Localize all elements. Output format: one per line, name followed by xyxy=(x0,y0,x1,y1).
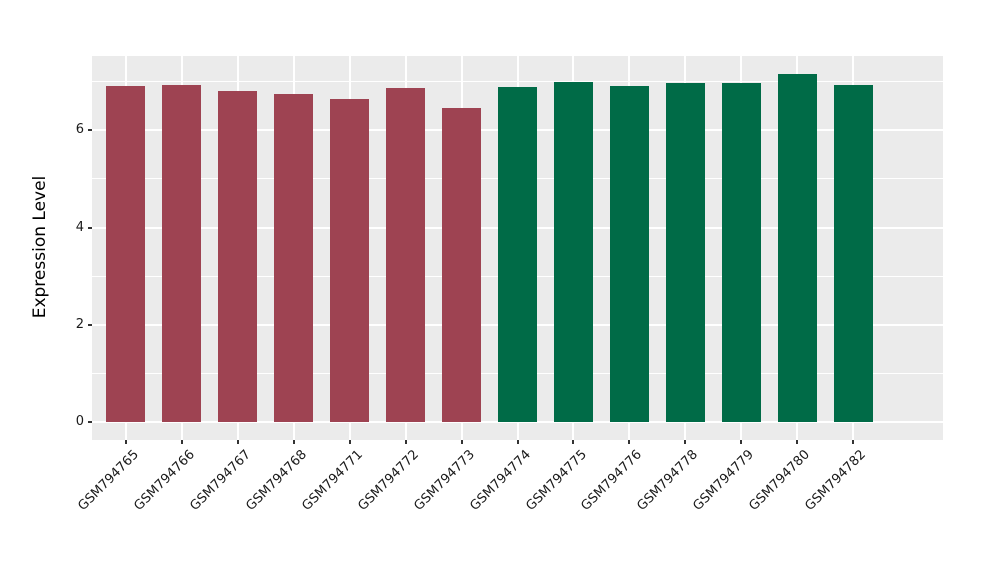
bar-GSM794767 xyxy=(218,91,257,423)
x-tick-mark-GSM794772 xyxy=(404,440,407,444)
bar-GSM794771 xyxy=(330,98,369,423)
x-tick-label-GSM794772: GSM794772 xyxy=(354,447,422,514)
x-tick-label-GSM794774: GSM794774 xyxy=(466,447,534,514)
y-tick-mark-6 xyxy=(88,129,92,132)
x-tick-mark-GSM794771 xyxy=(348,440,351,444)
x-tick-label-GSM794765: GSM794765 xyxy=(74,447,142,514)
y-tick-mark-4 xyxy=(88,226,92,229)
bar-GSM794774 xyxy=(498,87,537,423)
y-tick-label-2: 2 xyxy=(75,316,84,332)
y-tick-mark-0 xyxy=(88,421,92,424)
x-tick-label-GSM794780: GSM794780 xyxy=(746,447,814,514)
bar-GSM794778 xyxy=(666,82,705,423)
bar-GSM794772 xyxy=(386,87,425,423)
bar-GSM794765 xyxy=(106,86,145,423)
bar-GSM794768 xyxy=(274,93,313,423)
y-tick-label-0: 0 xyxy=(75,414,84,430)
x-tick-label-GSM794767: GSM794767 xyxy=(186,447,254,514)
x-tick-label-GSM794775: GSM794775 xyxy=(522,447,590,514)
x-tick-mark-GSM794779 xyxy=(740,440,743,444)
x-tick-mark-GSM794782 xyxy=(852,440,855,444)
x-tick-mark-GSM794775 xyxy=(572,440,575,444)
x-tick-label-GSM794779: GSM794779 xyxy=(690,447,758,514)
x-tick-label-GSM794768: GSM794768 xyxy=(242,447,310,514)
x-tick-mark-GSM794774 xyxy=(516,440,519,444)
x-tick-mark-GSM794773 xyxy=(460,440,463,444)
bar-GSM794780 xyxy=(778,73,817,423)
y-tick-mark-2 xyxy=(88,323,92,326)
x-tick-mark-GSM794778 xyxy=(684,440,687,444)
x-tick-mark-GSM794776 xyxy=(628,440,631,444)
x-tick-label-GSM794776: GSM794776 xyxy=(578,447,646,514)
x-tick-label-GSM794766: GSM794766 xyxy=(130,447,198,514)
x-tick-label-GSM794778: GSM794778 xyxy=(634,447,702,514)
bar-GSM794776 xyxy=(610,85,649,423)
bar-GSM794775 xyxy=(554,81,593,423)
bar-GSM794782 xyxy=(834,84,873,423)
y-tick-label-4: 4 xyxy=(75,219,84,235)
y-axis-title: Expression Level xyxy=(30,175,50,319)
x-tick-label-GSM794773: GSM794773 xyxy=(410,447,478,514)
x-tick-label-GSM794771: GSM794771 xyxy=(298,447,366,514)
x-tick-label-GSM794782: GSM794782 xyxy=(802,447,870,514)
y-tick-label-6: 6 xyxy=(75,122,84,138)
bar-GSM794766 xyxy=(162,85,201,423)
bar-GSM794779 xyxy=(722,82,761,423)
bar-GSM794773 xyxy=(442,108,481,423)
x-tick-mark-GSM794765 xyxy=(124,440,127,444)
x-tick-mark-GSM794767 xyxy=(236,440,239,444)
x-tick-mark-GSM794768 xyxy=(292,440,295,444)
x-tick-mark-GSM794766 xyxy=(180,440,183,444)
x-tick-mark-GSM794780 xyxy=(796,440,799,444)
